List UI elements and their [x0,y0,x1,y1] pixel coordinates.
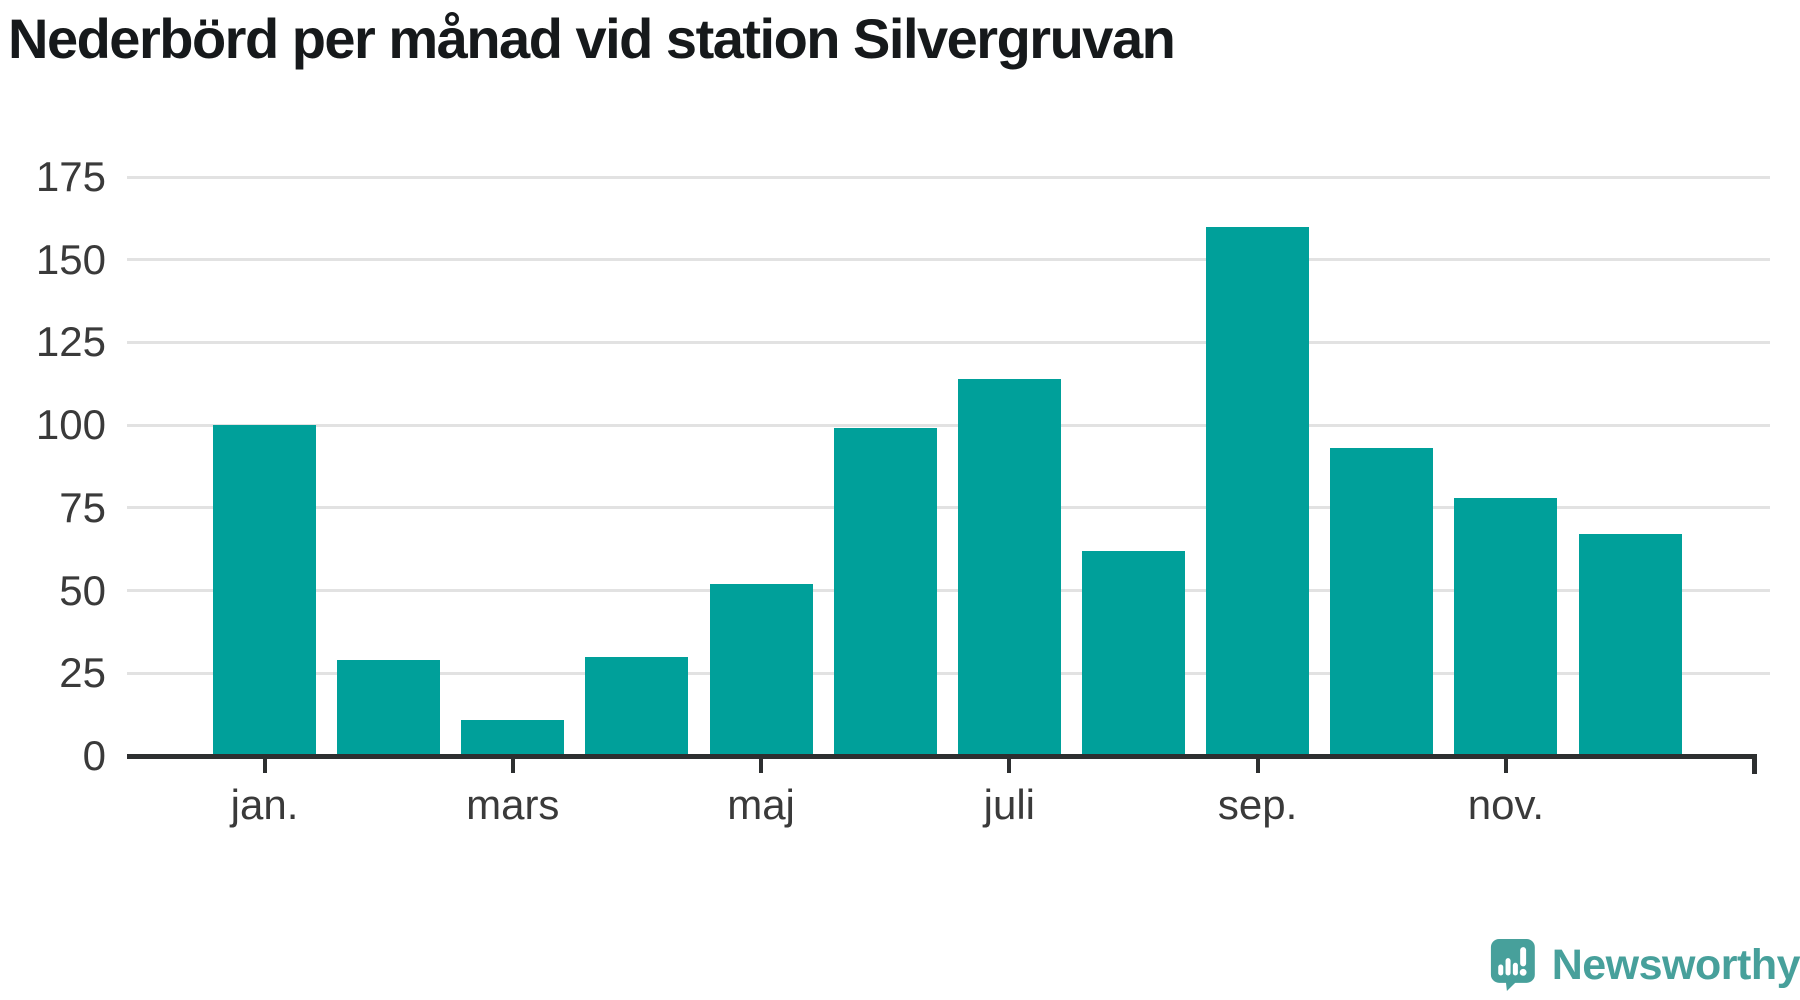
x-tick-juli [1007,759,1012,773]
bar-feb [337,660,441,756]
y-axis-label-75: 75 [59,483,106,531]
y-axis-label-175: 175 [35,153,106,200]
gridline-y50 [127,589,1770,593]
y-axis-label-0: 0 [82,732,106,779]
bar-okt [1330,448,1434,756]
newsworthy-logo: Newsworthy [1490,930,1800,1000]
x-axis-endcap [1752,754,1757,774]
x-axis-label-sep: sep. [1217,781,1298,828]
x-tick-maj [759,759,764,773]
y-axis-label-25: 25 [59,649,106,697]
x-tick-jan [262,759,267,773]
y-axis-label-50: 50 [59,566,106,614]
bar-juli [957,378,1061,756]
x-axis-label-jan: jan. [230,781,299,828]
x-tick-nov [1503,759,1508,773]
bar-jan [213,425,316,756]
gridline-y100 [127,423,1770,427]
gridline-y125 [127,340,1770,344]
x-axis-label-mars: mars [466,781,560,828]
bar-maj [709,583,813,756]
bar-nov [1454,497,1558,756]
x-axis-label-maj: maj [727,781,795,828]
gridline-y75 [127,506,1770,510]
x-axis-line [127,754,1757,759]
bar-sep [1206,226,1310,756]
bar-aug [1081,550,1185,756]
x-axis-label-juli: juli [983,781,1035,828]
gridline-y175 [127,175,1770,179]
bar-apr [585,656,689,756]
y-axis-label-150: 150 [35,235,106,283]
y-axis-label-100: 100 [35,401,106,449]
gridline-y150 [127,258,1770,262]
gridline-y25 [127,671,1770,675]
x-tick-sep [1255,759,1260,773]
newsworthy-logo-text: Newsworthy [1551,940,1800,989]
newsworthy-logo-icon [1490,938,1535,992]
chart-title: Nederbörd per månad vid station Silvergr… [8,7,1176,70]
bar-dec [1578,534,1682,756]
bar-mars [461,719,565,756]
x-axis-label-nov: nov. [1467,781,1545,828]
x-tick-mars [510,759,515,773]
y-axis-label-125: 125 [35,318,106,366]
bar-juni [833,428,937,756]
